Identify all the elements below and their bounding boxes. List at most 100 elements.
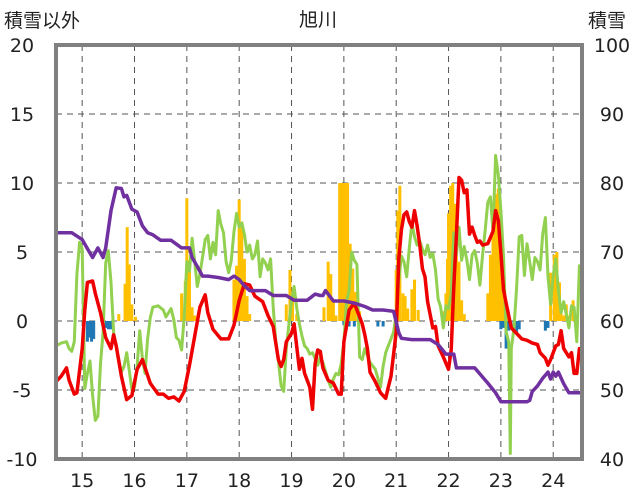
x-tick-label: 20 (332, 470, 356, 492)
negative-bar (381, 321, 385, 327)
negative-bar (376, 321, 380, 327)
precip-bar (447, 213, 451, 321)
precip-bar (284, 304, 288, 321)
precip-bar (232, 279, 236, 321)
precip-bar (187, 260, 191, 321)
series-lines (54, 153, 582, 455)
precip-bar (562, 315, 566, 321)
negative-bar (87, 321, 91, 338)
precip-bar (460, 300, 464, 321)
precip-bar (295, 314, 299, 321)
x-tick-label: 24 (541, 470, 565, 492)
negative-bar (352, 321, 356, 327)
precip-bar (494, 194, 498, 321)
axis-labels: 旭川 積雪以外 積雪 20151050-5-101009080706050401… (4, 9, 630, 492)
right-tick-label: 100 (594, 35, 630, 57)
precip-bar (242, 258, 246, 321)
precip-bar (180, 293, 184, 321)
precip-bar (331, 300, 335, 321)
right-tick-label: 50 (600, 380, 624, 402)
right-tick-label: 40 (600, 449, 624, 471)
precip-bar (334, 315, 338, 321)
precip-bar (338, 183, 342, 321)
precip-bar (134, 316, 138, 321)
precip-bar (190, 307, 194, 321)
precip-bar (496, 188, 500, 321)
x-tick-label: 19 (279, 470, 303, 492)
negative-bar (507, 321, 511, 331)
left-tick-label: -5 (13, 380, 32, 402)
precip-bar (291, 293, 295, 321)
x-tick-label: 22 (436, 470, 460, 492)
left-tick-label: 10 (10, 173, 34, 195)
precip-bar (245, 296, 249, 321)
negative-bar (106, 321, 110, 330)
chart-title: 旭川 (299, 9, 337, 31)
precip-bar (499, 243, 503, 321)
right-tick-label: 70 (600, 242, 624, 264)
precip-bar (449, 185, 453, 321)
negative-bar (517, 321, 521, 330)
precip-bar (130, 304, 134, 321)
precip-bar (248, 314, 252, 321)
precip-bar (486, 293, 490, 321)
left-tick-label: 15 (10, 104, 34, 126)
precip-bar (127, 264, 131, 321)
x-tick-label: 18 (227, 470, 251, 492)
precip-bar (457, 261, 461, 321)
precip-bar (322, 307, 326, 321)
left-tick-label: 5 (16, 242, 28, 264)
precip-bar (340, 183, 344, 321)
snow-depth-line (54, 186, 582, 404)
precip-bar (401, 293, 405, 321)
left-tick-label: 0 (16, 311, 28, 333)
precip-bar (343, 183, 347, 321)
right-axis-title: 積雪 (588, 10, 626, 32)
precip-bar (454, 249, 458, 321)
precip-bar (403, 296, 407, 321)
precip-bar (117, 314, 121, 321)
precip-bar (491, 213, 495, 321)
precip-bar (416, 309, 420, 321)
left-tick-label: 20 (10, 35, 34, 57)
left-tick-label: -10 (6, 449, 37, 471)
precip-bar (410, 289, 414, 321)
x-tick-label: 17 (175, 470, 199, 492)
precip-bar (406, 308, 410, 321)
precip-bar (413, 279, 417, 321)
plot-frame (54, 43, 584, 461)
precip-bar (240, 221, 244, 321)
negative-bar (90, 321, 94, 342)
negative-bar (104, 321, 108, 328)
right-tick-label: 80 (600, 173, 624, 195)
precip-bar (462, 314, 466, 321)
precip-bar (125, 227, 129, 321)
right-tick-label: 90 (600, 104, 624, 126)
negative-bar (347, 321, 351, 327)
precip-bar (237, 199, 241, 321)
precip-bar (193, 315, 197, 321)
negative-bar (499, 321, 503, 330)
precip-bar (185, 198, 189, 321)
precip-bar (559, 309, 563, 321)
precip-bar (488, 254, 492, 321)
right-tick-label: 60 (600, 311, 624, 333)
x-tick-label: 16 (122, 470, 146, 492)
x-tick-label: 15 (70, 470, 94, 492)
negative-bar (543, 321, 547, 331)
negative-bar (109, 321, 113, 330)
negative-bar (501, 321, 505, 328)
negative-bar (85, 321, 89, 342)
precip-bar (346, 183, 350, 321)
precip-bar (123, 283, 127, 321)
precip-bar (351, 268, 355, 321)
precip-bar (501, 285, 505, 321)
precip-bar (288, 269, 292, 321)
negative-bar (546, 321, 550, 328)
negative-bar (92, 321, 96, 339)
x-tick-label: 23 (489, 470, 513, 492)
left-axis-title: 積雪以外 (4, 10, 80, 32)
precip-bar (235, 265, 239, 321)
precip-bar (552, 254, 556, 321)
